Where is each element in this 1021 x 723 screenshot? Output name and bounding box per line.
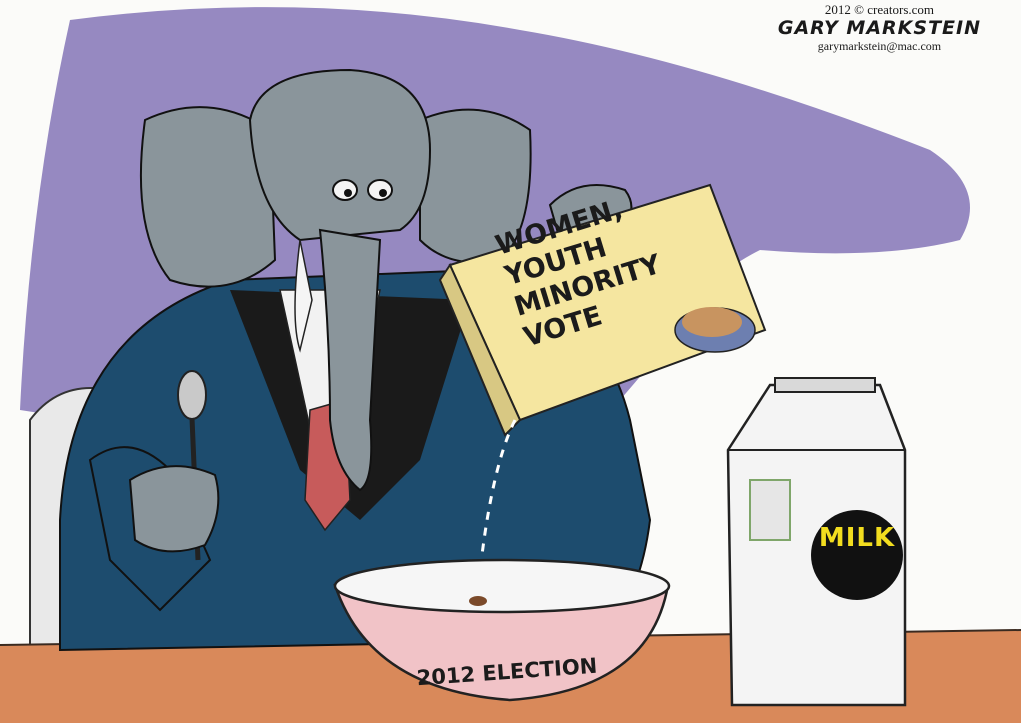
cereal-box-side: [438, 262, 522, 437]
right-eye: [367, 179, 393, 201]
spoon: [177, 370, 207, 420]
artist-credit: 2012 © creators.com GARY MARKSTEIN garym…: [778, 2, 981, 53]
copyright-line: 2012 © creators.com: [824, 2, 935, 17]
milk-label: MILK: [818, 523, 896, 553]
left-ear: [139, 106, 277, 288]
milk-label-badge: [811, 510, 903, 600]
right-ear: [419, 108, 532, 264]
left-eye: [332, 179, 358, 201]
elephant-head: [248, 68, 432, 242]
tusk: [294, 239, 313, 353]
artist-email: garymarkstein@mac.com: [817, 39, 942, 53]
trunk: [318, 228, 382, 492]
lonely-cereal-piece: [469, 596, 487, 606]
left-fist: [128, 465, 220, 553]
artist-signature: GARY MARKSTEIN: [777, 17, 981, 39]
